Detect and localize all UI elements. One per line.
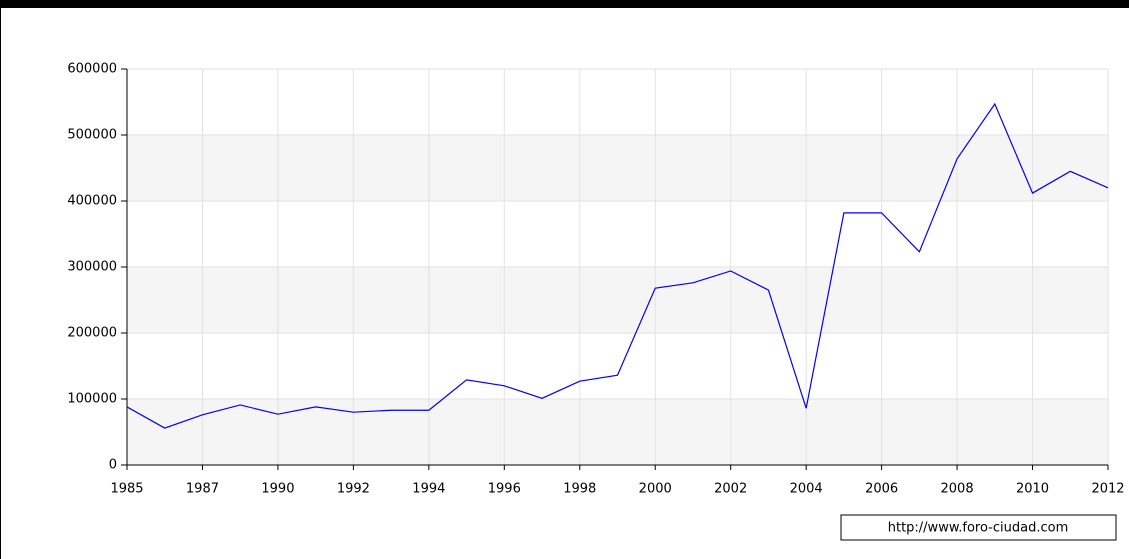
- title-bar: [0, 0, 1129, 8]
- x-tick-label: 1998: [563, 482, 596, 497]
- watermark: http://www.foro-ciudad.com: [888, 521, 1069, 536]
- x-tick-label: 2012: [1091, 482, 1124, 497]
- x-tick-label: 1985: [110, 482, 143, 497]
- y-tick-label: 600000: [67, 62, 117, 77]
- x-tick-label: 1996: [488, 482, 521, 497]
- y-tick-label: 500000: [67, 128, 117, 143]
- x-tick-label: 2000: [639, 482, 672, 497]
- x-tick-label: 2004: [790, 482, 823, 497]
- y-tick-label: 400000: [67, 194, 117, 209]
- watermark-box: [840, 514, 1117, 541]
- x-tick-label: 2006: [865, 482, 898, 497]
- grid-band: [127, 267, 1108, 333]
- x-tick-label: 2010: [1016, 482, 1049, 497]
- x-tick-label: 1994: [412, 482, 445, 497]
- grid-band: [127, 399, 1108, 465]
- x-tick-label: 1992: [337, 482, 370, 497]
- y-tick-label: 100000: [67, 392, 117, 407]
- x-tick-label: 2008: [941, 482, 974, 497]
- line-series: [126, 102, 1109, 429]
- y-tick-label: 200000: [67, 326, 117, 341]
- x-tick-label: 1987: [186, 482, 219, 497]
- x-tick-label: 2002: [714, 482, 747, 497]
- y-tick-label: 300000: [67, 260, 117, 275]
- x-tick-label: 1990: [261, 482, 294, 497]
- grid-band: [127, 135, 1108, 201]
- y-tick-label: 0: [109, 458, 117, 473]
